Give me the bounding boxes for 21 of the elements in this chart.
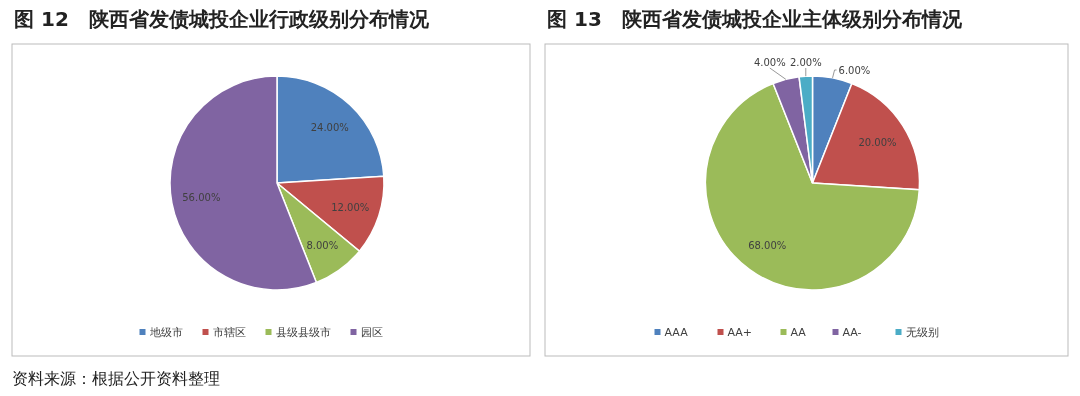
legend-label: AA+ <box>727 326 753 339</box>
data-label: 68.00% <box>748 240 787 252</box>
data-label: 8.00% <box>306 240 339 252</box>
data-label: 56.00% <box>182 192 221 204</box>
data-label: 2.00% <box>789 57 822 68</box>
chart-title: 图 13 陕西省发债城投企业主体级别分布情况 <box>547 7 963 31</box>
legend-label: 园区 <box>360 326 383 339</box>
chart-title: 图 12 陕西省发债城投企业行政级别分布情况 <box>14 7 430 31</box>
legend-label: 地级市 <box>148 326 183 339</box>
data-label: 4.00% <box>753 57 786 68</box>
legend-label: 县级县级市 <box>275 326 331 339</box>
text: 资料来源：根据公开资料整理 <box>12 369 220 388</box>
data-label: 24.00% <box>310 121 349 133</box>
legend-label: 无级别 <box>905 326 939 339</box>
legend-label: AAA <box>664 326 689 339</box>
data-label: 6.00% <box>838 65 871 76</box>
legend-label: AA <box>790 326 807 339</box>
data-label: 12.00% <box>331 201 370 213</box>
data-label: 20.00% <box>858 136 897 148</box>
legend-label: AA- <box>842 326 862 339</box>
legend-label: 市辖区 <box>212 326 246 339</box>
